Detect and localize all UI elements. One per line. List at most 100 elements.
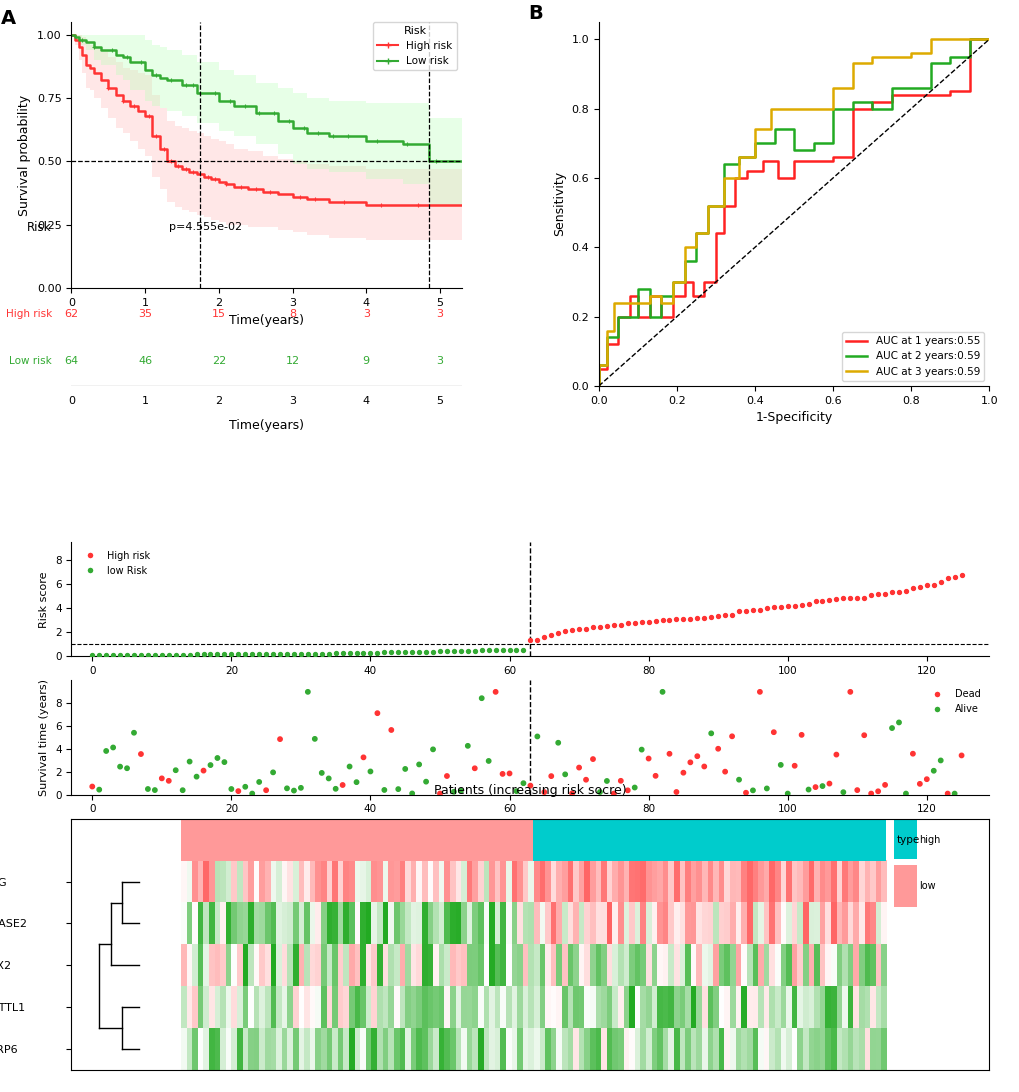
X-axis label: Time(years): Time(years): [229, 313, 304, 327]
Point: [633, 614, 649, 631]
Point: [660, 612, 677, 629]
High risk: [205, 173, 217, 186]
Point: [265, 763, 281, 781]
Bar: [773, 819, 779, 860]
Bar: [673, 819, 678, 860]
High risk: [84, 61, 96, 74]
Bar: [320, 819, 326, 860]
Point: [633, 740, 649, 758]
Point: [98, 646, 114, 664]
Point: [571, 620, 587, 638]
Low risk: [72, 33, 85, 46]
Point: [751, 684, 767, 701]
Point: [84, 778, 100, 795]
Point: [334, 776, 351, 794]
Text: 1: 1: [142, 395, 149, 406]
Point: [924, 577, 941, 594]
Point: [98, 743, 114, 760]
Point: [300, 645, 316, 663]
Low risk: [286, 122, 299, 135]
Point: [132, 746, 149, 763]
Low risk: [109, 48, 121, 61]
Bar: [734, 819, 740, 860]
Point: [744, 602, 760, 619]
Text: 0: 0: [68, 395, 74, 406]
AUC at 3 years:0.59: [982, 33, 995, 46]
Bar: [482, 819, 488, 860]
Low risk: [154, 71, 166, 84]
Low risk: [301, 127, 313, 140]
Point: [619, 782, 635, 799]
AUC at 1 years:0.55: [963, 85, 975, 98]
Point: [591, 783, 607, 800]
Bar: [315, 819, 320, 860]
Point: [786, 757, 802, 774]
Text: 5: 5: [436, 395, 443, 406]
Point: [147, 645, 163, 663]
Text: B: B: [528, 3, 543, 23]
Point: [348, 644, 365, 662]
Point: [230, 782, 247, 799]
Point: [918, 771, 934, 788]
Point: [911, 775, 927, 793]
Point: [911, 578, 927, 595]
High risk: [109, 88, 121, 102]
Bar: [393, 819, 398, 860]
Point: [675, 609, 691, 627]
Bar: [236, 819, 242, 860]
Bar: [549, 819, 555, 860]
Bar: [605, 819, 611, 860]
Bar: [628, 819, 634, 860]
Low risk: [124, 56, 137, 69]
Point: [480, 752, 496, 770]
Bar: [214, 819, 219, 860]
Bar: [751, 819, 756, 860]
Bar: [818, 819, 823, 860]
Point: [938, 569, 955, 586]
High risk: [345, 195, 358, 209]
Bar: [488, 819, 493, 860]
High risk: [257, 186, 269, 199]
Point: [564, 784, 580, 802]
Bar: [706, 819, 711, 860]
Low risk: [213, 94, 225, 107]
Bar: [405, 819, 410, 860]
Point: [848, 589, 864, 606]
Line: AUC at 2 years:0.59: AUC at 2 years:0.59: [598, 39, 988, 385]
High risk: [286, 190, 299, 203]
Low risk: [117, 51, 129, 64]
Point: [154, 645, 170, 663]
Bar: [342, 819, 348, 860]
Point: [578, 771, 594, 788]
X-axis label: Patients: Patients: [507, 820, 552, 830]
Point: [953, 747, 969, 764]
Point: [758, 600, 774, 617]
Point: [404, 643, 420, 661]
Point: [507, 782, 524, 799]
High risk: [455, 198, 468, 211]
Bar: [796, 819, 801, 860]
AUC at 1 years:0.55: [624, 310, 636, 323]
Point: [265, 645, 281, 663]
Point: [542, 768, 558, 785]
AUC at 3 years:0.59: [780, 102, 792, 115]
Bar: [253, 819, 259, 860]
Point: [584, 750, 600, 768]
AUC at 2 years:0.59: [963, 50, 975, 63]
Low risk: [161, 73, 173, 86]
Point: [494, 765, 511, 783]
Point: [272, 645, 288, 663]
Bar: [443, 819, 448, 860]
Point: [918, 577, 934, 594]
Point: [897, 785, 913, 803]
Point: [167, 761, 183, 779]
Point: [807, 779, 823, 796]
Text: 35: 35: [138, 309, 152, 319]
Point: [709, 607, 726, 625]
Point: [369, 704, 385, 722]
Point: [507, 641, 524, 658]
Bar: [846, 819, 852, 860]
Legend: High risk, low Risk: High risk, low Risk: [76, 547, 154, 580]
Point: [612, 616, 629, 633]
Point: [820, 775, 837, 793]
